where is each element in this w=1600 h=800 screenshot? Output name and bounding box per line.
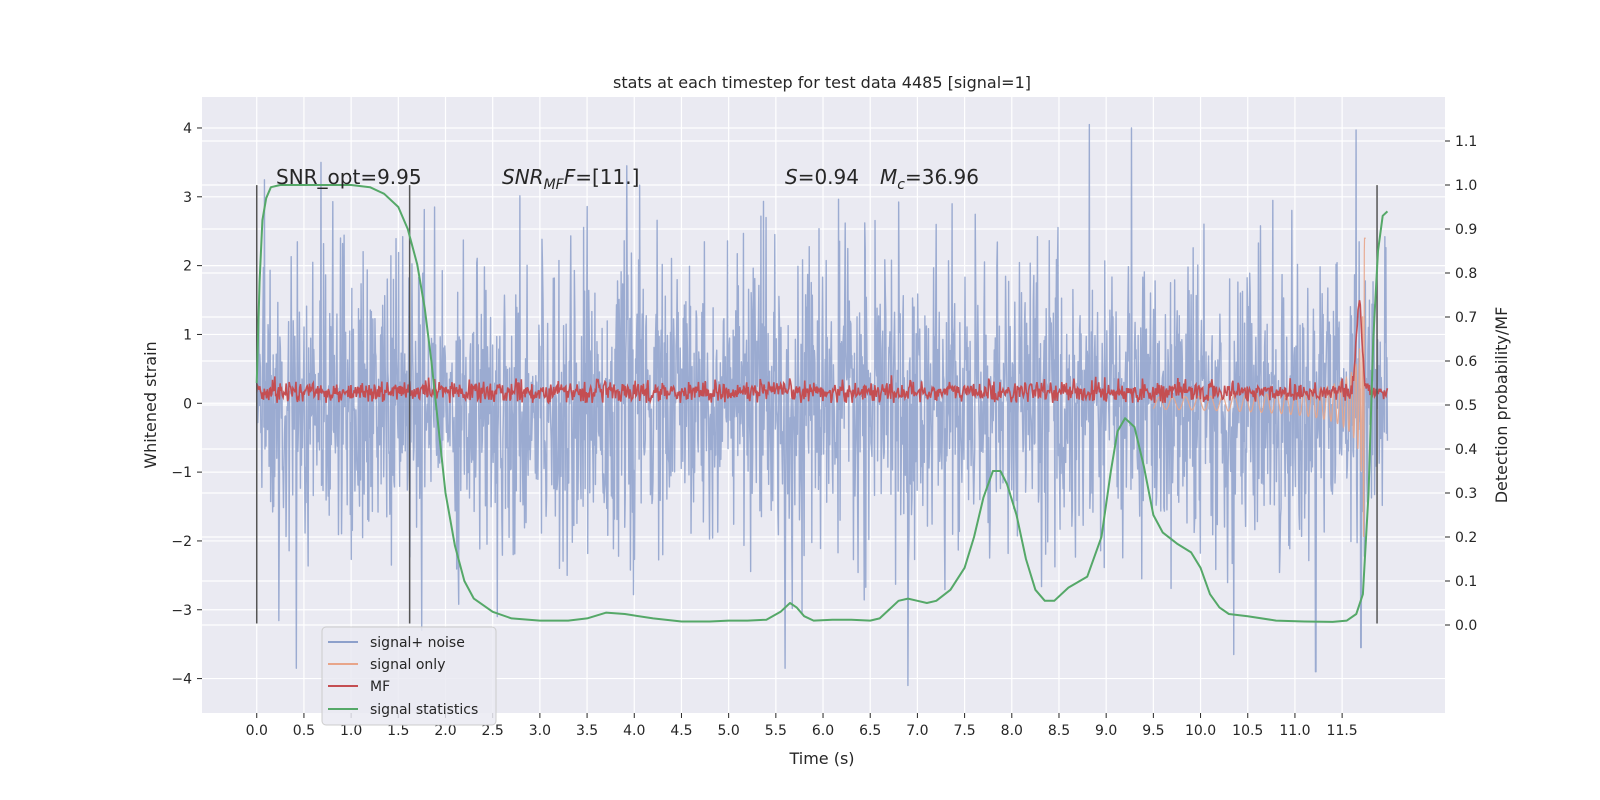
x-tick-label-21: 10.5	[1232, 723, 1263, 739]
annotation-s: S=0.94	[785, 165, 859, 189]
x-axis-label: Time (s)	[788, 749, 854, 768]
y2-tick-label-8: 0.3	[1455, 486, 1477, 502]
series-signal-noise	[256, 123, 1389, 687]
y-tick-label-0: 4	[183, 121, 192, 137]
y-tick-label-8: −4	[171, 672, 192, 688]
x-tick-label-15: 7.5	[953, 723, 975, 739]
y-tick-label-6: −2	[171, 534, 192, 550]
legend-label-signal-statistics: signal statistics	[370, 702, 478, 718]
x-tick-label-4: 2.0	[434, 723, 456, 739]
series-mf	[255, 300, 1389, 405]
x-tick-label-14: 7.0	[906, 723, 928, 739]
annotation-mc-value: =36.96	[905, 165, 979, 189]
x-tick-label-3: 1.5	[387, 723, 409, 739]
signal-statistics-line	[255, 184, 1389, 623]
x-tick-label-20: 10.0	[1185, 723, 1216, 739]
y-axis-ticks: 4 3 2 1 0 −1 −2 −3 −4	[171, 121, 202, 688]
x-tick-label-19: 9.5	[1142, 723, 1164, 739]
y-axis-label: Whitened strain	[141, 341, 160, 468]
x-tick-label-5: 2.5	[482, 723, 504, 739]
y-tick-label-2: 2	[183, 259, 192, 275]
annotation-mc-symbol: M	[880, 165, 897, 189]
x-tick-label-23: 11.5	[1327, 723, 1358, 739]
y-tick-label-3: 1	[183, 327, 192, 343]
annotation-mc: Mc=36.96	[880, 165, 979, 193]
x-tick-label-7: 3.5	[576, 723, 598, 739]
annotation-snr-mf: SNRMFF=[11.]	[502, 165, 639, 193]
y2-tick-label-7: 0.4	[1455, 442, 1477, 458]
annotations: SNR_opt=9.95 SNRMFF=[11.] S=0.94 Mc=36.9…	[276, 165, 979, 193]
y-tick-label-4: 0	[183, 396, 192, 412]
y2-axis-ticks: 1.1 1.0 0.9 0.8 0.7 0.6 0.5 0.4 0.3 0.2 0.1 0.0	[1445, 134, 1477, 634]
y2-tick-label-10: 0.1	[1455, 574, 1477, 590]
y2-tick-label-3: 0.8	[1455, 266, 1477, 282]
y-tick-label-7: −3	[171, 603, 192, 619]
annotation-snr-mf-symbol: SNR	[502, 165, 544, 189]
legend: signal+ noise signal only MF signal stat…	[321, 626, 497, 726]
x-tick-label-2: 1.0	[340, 723, 362, 739]
y2-axis-label: Detection probability/MF	[1492, 307, 1511, 504]
x-tick-label-1: 0.5	[293, 723, 315, 739]
y2-tick-label-6: 0.5	[1455, 398, 1477, 414]
legend-label-signal-only: signal only	[370, 657, 445, 673]
x-tick-label-11: 5.5	[765, 723, 787, 739]
series-signal-only	[1152, 237, 1366, 537]
y2-tick-label-5: 0.6	[1455, 354, 1477, 370]
series-signal-statistics	[255, 184, 1389, 623]
y2-tick-label-1: 1.0	[1455, 178, 1477, 194]
x-tick-label-16: 8.0	[1001, 723, 1023, 739]
annotation-s-value: =0.94	[798, 165, 859, 189]
legend-label-mf: MF	[370, 679, 390, 695]
signal-only-line	[1152, 237, 1366, 537]
annotation-snr-mf-value: =[11.]	[575, 165, 639, 189]
plot-area	[202, 97, 1445, 713]
y-tick-label-1: 3	[183, 190, 192, 206]
x-tick-label-0: 0.0	[246, 723, 268, 739]
y2-tick-label-0: 1.1	[1455, 134, 1477, 150]
mf-line	[255, 300, 1389, 405]
x-tick-label-10: 5.0	[718, 723, 740, 739]
annotation-snr-mf-subscript: MF	[544, 177, 565, 193]
x-tick-label-13: 6.5	[859, 723, 881, 739]
annotation-mc-subscript: c	[897, 177, 905, 193]
y2-tick-label-2: 0.9	[1455, 222, 1477, 238]
annotation-snr-opt: SNR_opt=9.95	[276, 165, 422, 189]
x-tick-label-8: 4.0	[623, 723, 645, 739]
y2-tick-label-11: 0.0	[1455, 618, 1477, 634]
x-tick-label-6: 3.0	[529, 723, 551, 739]
x-tick-label-22: 11.0	[1279, 723, 1310, 739]
y-tick-label-5: −1	[171, 465, 192, 481]
x-tick-label-17: 8.5	[1048, 723, 1070, 739]
x-tick-label-9: 4.5	[670, 723, 692, 739]
chart-title: stats at each timestep for test data 448…	[613, 73, 1031, 92]
annotation-s-symbol: S	[785, 165, 798, 189]
x-axis-ticks: 0.0 0.5 1.0 1.5 2.0 2.5 3.0 3.5 4.0 4.5 5.0 5.5 6.0 6…	[246, 713, 1358, 739]
x-tick-label-12: 6.0	[812, 723, 834, 739]
y2-tick-label-4: 0.7	[1455, 310, 1477, 326]
x-tick-label-18: 9.0	[1095, 723, 1117, 739]
signal-noise-line	[256, 123, 1389, 687]
legend-label-signal-noise: signal+ noise	[370, 635, 465, 651]
y2-tick-label-9: 0.2	[1455, 530, 1477, 546]
